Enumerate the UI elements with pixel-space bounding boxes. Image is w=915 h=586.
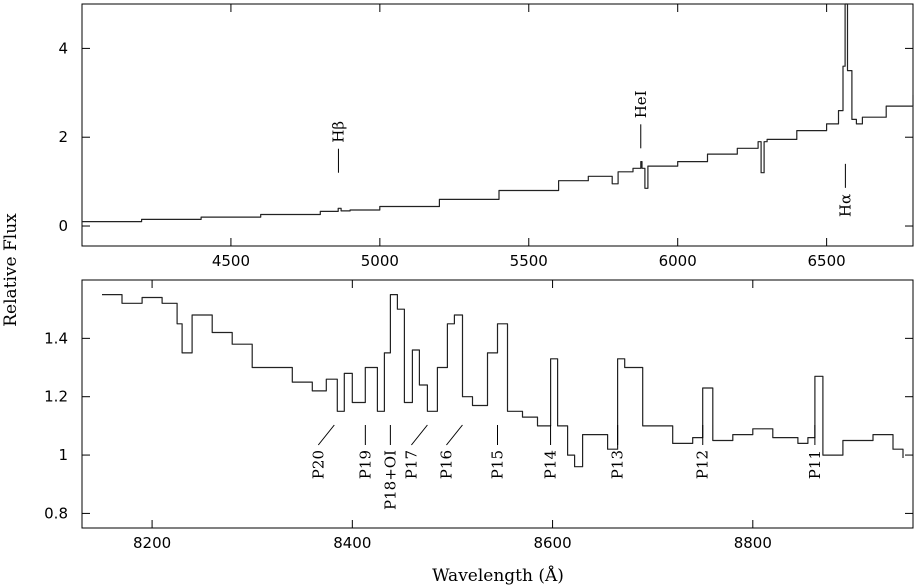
- annotation-label: P13: [609, 450, 627, 479]
- annotation-label: P11: [806, 450, 824, 479]
- annotation-tick: [317, 424, 335, 446]
- y-tick-label: 0.8: [44, 504, 68, 522]
- x-tick-label: 5000: [361, 252, 399, 270]
- annotation-label: Hβ: [329, 121, 347, 143]
- annotation-tick: [411, 424, 428, 446]
- x-tick-label: 8200: [133, 534, 171, 552]
- annotation-label: Hα: [836, 194, 854, 217]
- annotation-label: P12: [694, 450, 712, 479]
- y-tick-label: 2: [58, 128, 68, 146]
- y-tick-label: 1.4: [44, 329, 68, 347]
- annotation-label: P18+OI: [381, 450, 399, 510]
- x-tick-label: 8400: [333, 534, 371, 552]
- x-tick-label: 5500: [510, 252, 548, 270]
- annotation-tick: [446, 424, 463, 446]
- x-tick-label: 6000: [659, 252, 697, 270]
- annotation-label: P15: [489, 450, 507, 479]
- annotation-label: P17: [402, 450, 420, 479]
- plot-frame: [81, 279, 914, 529]
- spectrum-line: [82, 3, 914, 223]
- y-tick-label: 1.2: [44, 388, 68, 406]
- annotation-label: P14: [542, 450, 560, 479]
- x-tick-label: 6500: [808, 252, 846, 270]
- plot-frame: [81, 3, 914, 247]
- annotation-label: HeI: [632, 90, 650, 118]
- annotation-label: P19: [356, 450, 374, 479]
- x-axis-title: Wavelength (Å): [432, 565, 564, 586]
- x-tick-label: 8800: [734, 534, 772, 552]
- y-tick-label: 4: [58, 39, 68, 57]
- annotation-label: P16: [437, 450, 455, 479]
- y-tick-label: 1: [58, 446, 68, 464]
- annotation-label: P20: [309, 450, 327, 479]
- x-tick-label: 4500: [212, 252, 250, 270]
- y-tick-label: 0: [58, 217, 68, 235]
- spectrum-line: [102, 294, 904, 468]
- top-panel: 4500 5000 5500 6000 6500 0 2 4 Hβ HeI Hα: [58, 3, 914, 270]
- y-axis-title: Relative Flux: [1, 213, 21, 327]
- x-tick-label: 8600: [533, 534, 571, 552]
